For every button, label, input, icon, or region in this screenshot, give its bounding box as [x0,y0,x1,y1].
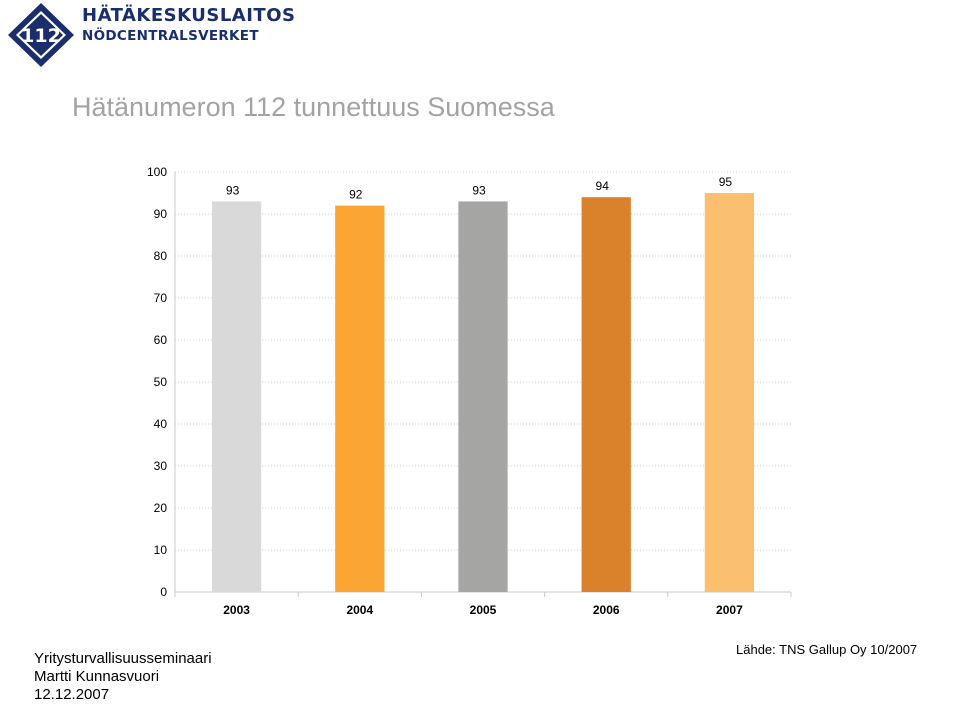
y-tick-label: 10 [154,543,168,557]
y-tick-label: 90 [154,207,168,221]
footer-event: Yritysturvallisuusseminaari [34,650,212,667]
bar [335,205,385,592]
footer-source: Lähde: TNS Gallup Oy 10/2007 [736,642,918,657]
x-tick-label: 2003 [223,603,250,617]
bar [211,201,262,592]
y-tick-label: 100 [147,165,167,179]
y-tick-label: 80 [154,249,168,263]
x-tick-label: 2007 [716,603,743,617]
emergency-112-logo-icon: 112 [8,3,74,67]
bar [581,197,631,592]
footer-author: Martti Kunnasvuori [34,668,160,685]
page-title: Hätänumeron 112 tunnettuus Suomessa [72,92,555,122]
y-tick-label: 20 [154,501,168,515]
x-tick-label: 2006 [593,603,620,617]
bar [458,201,508,592]
bar [704,193,755,592]
y-tick-label: 50 [154,375,168,389]
footer-info: Yritysturvallisuusseminaari Martti Kunna… [34,650,212,704]
logo-name-finnish: HÄTÄKESKUSLAITOS [82,5,296,26]
footer-date: 12.12.2007 [34,686,110,703]
data-label: 93 [472,183,486,197]
x-tick-label: 2004 [346,603,373,617]
data-label: 95 [719,175,733,189]
logo-name-swedish: NÖDCENTRALSVERKET [82,28,259,44]
data-label: 92 [349,188,363,202]
y-tick-label: 0 [160,585,167,599]
y-tick-label: 30 [154,459,168,473]
x-tick-label: 2005 [470,603,497,617]
y-tick-label: 40 [154,417,168,431]
data-label: 93 [226,183,240,197]
data-label: 94 [596,179,610,193]
logo-number: 112 [21,25,61,47]
logo: 112 HÄTÄKESKUSLAITOS NÖDCENTRALSVERKET [4,2,295,67]
y-tick-label: 70 [154,291,168,305]
y-tick-label: 60 [154,333,168,347]
